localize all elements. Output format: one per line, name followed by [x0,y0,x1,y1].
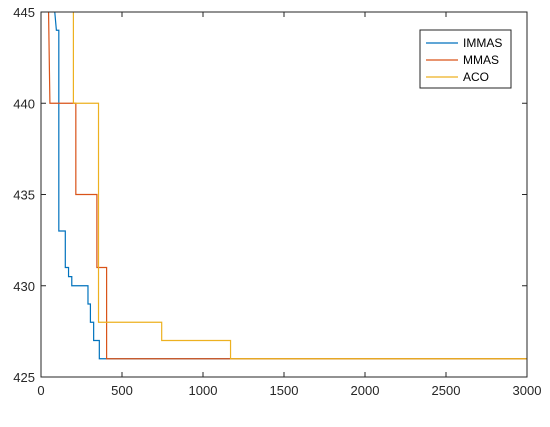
y-tick-label: 435 [13,188,35,203]
legend: IMMAS MMAS ACO [419,29,512,89]
y-tick-label: 430 [13,279,35,294]
series-line-mmas [47,12,527,360]
x-tick-label: 2000 [351,383,380,398]
x-tick-label: 1000 [189,383,218,398]
y-tick-label: 425 [13,370,35,385]
x-tick-label: 3000 [513,383,542,398]
legend-label-aco: ACO [463,70,489,84]
legend-label-mmas: MMAS [463,53,499,67]
y-tick-label: 445 [13,5,35,20]
legend-box [419,29,512,89]
series-line-immas [54,12,527,360]
x-tick-label: 0 [37,383,44,398]
x-tick-label: 1500 [270,383,299,398]
x-tick-label: 2500 [432,383,461,398]
y-tick-label: 440 [13,96,35,111]
x-tick-label: 500 [111,383,133,398]
legend-label-immas: IMMAS [463,36,502,50]
series-line-aco [72,12,527,360]
